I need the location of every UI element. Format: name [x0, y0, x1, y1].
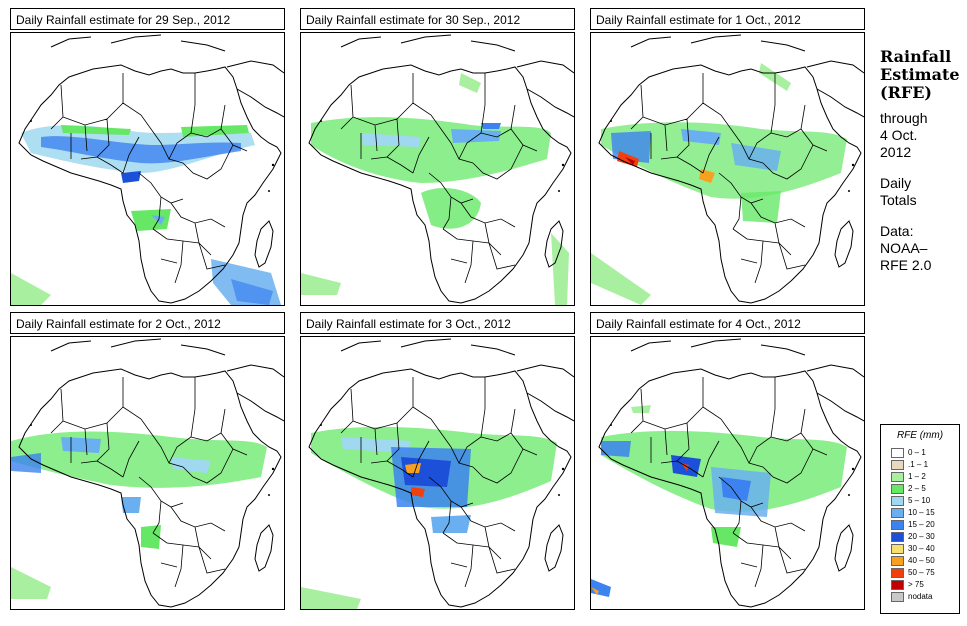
data-label: Data:: [880, 223, 914, 239]
source-line-1: NOAA–: [880, 240, 928, 256]
legend-label: 0 – 1: [908, 448, 926, 457]
rain-field: [591, 63, 847, 305]
legend-swatch: [891, 568, 904, 578]
rainfall-map: [10, 336, 285, 610]
legend-swatch: [891, 496, 904, 506]
through-label: through: [880, 110, 928, 126]
legend-swatch: [891, 484, 904, 494]
legend-swatch: [891, 520, 904, 530]
map-panel-30-sep: Daily Rainfall estimate for 30 Sep., 201…: [300, 8, 577, 306]
title-block: Rainfall Estimate (RFE): [880, 48, 965, 102]
rain-field: [11, 125, 281, 305]
legend-swatch: [891, 532, 904, 542]
rainfall-map: [300, 336, 575, 610]
legend-label: .1 – 1: [908, 460, 929, 469]
legend-swatch: [891, 556, 904, 566]
totals-block: Daily Totals: [880, 175, 965, 209]
title-line-1: Rainfall: [880, 47, 952, 66]
legend-swatch: [891, 472, 904, 482]
map-title: Daily Rainfall estimate for 1 Oct., 2012: [590, 8, 865, 30]
legend-label: nodata: [908, 592, 933, 601]
map-panel-1-oct: Daily Rainfall estimate for 1 Oct., 2012: [590, 8, 867, 306]
rain-field: [11, 431, 267, 599]
rainfall-map: [10, 32, 285, 306]
title-line-2: Estimate: [880, 65, 960, 84]
map-title: Daily Rainfall estimate for 3 Oct., 2012: [300, 312, 575, 334]
rain-field: [301, 426, 557, 609]
map-title: Daily Rainfall estimate for 2 Oct., 2012: [10, 312, 285, 334]
legend-swatch: [891, 544, 904, 554]
map-panel-29-sep: Daily Rainfall estimate for 29 Sep., 201…: [10, 8, 287, 306]
rainfall-map: [300, 32, 575, 306]
source-line-2: RFE 2.0: [880, 257, 932, 273]
legend-label: 20 – 30: [908, 532, 935, 541]
date-line-2: 2012: [880, 144, 912, 160]
legend-label: 2 – 5: [908, 484, 926, 493]
rainfall-map: [590, 32, 865, 306]
rain-field: [301, 73, 569, 305]
legend-swatch: [891, 580, 904, 590]
legend-swatch: [891, 592, 904, 602]
legend-label: 30 – 40: [908, 544, 935, 553]
map-title: Daily Rainfall estimate for 4 Oct., 2012: [590, 312, 865, 334]
totals-label: Totals: [880, 192, 917, 208]
map-panel-3-oct: Daily Rainfall estimate for 3 Oct., 2012: [300, 312, 577, 610]
legend-label: > 75: [908, 580, 924, 589]
legend-label: 50 – 75: [908, 568, 935, 577]
legend-label: 5 – 10: [908, 496, 931, 505]
legend-title: RFE (mm): [896, 430, 944, 441]
map-title: Daily Rainfall estimate for 29 Sep., 201…: [10, 8, 285, 30]
date-line-1: 4 Oct.: [880, 127, 918, 143]
map-panel-2-oct: Daily Rainfall estimate for 2 Oct., 2012: [10, 312, 287, 610]
sidebar: Rainfall Estimate (RFE) through 4 Oct. 2…: [880, 48, 965, 274]
legend-label: 1 – 2: [908, 472, 926, 481]
daily-label: Daily: [880, 175, 912, 191]
map-title: Daily Rainfall estimate for 30 Sep., 201…: [300, 8, 575, 30]
legend-swatch: [891, 448, 904, 458]
rainfall-map: [590, 336, 865, 610]
map-panel-4-oct: Daily Rainfall estimate for 4 Oct., 2012: [590, 312, 867, 610]
date-block: through 4 Oct. 2012: [880, 110, 965, 161]
title-line-3: (RFE): [880, 83, 932, 102]
rfe-legend: RFE (mm) 0 – 1 .1 – 1 1 – 2 2 – 5 5 – 10…: [880, 424, 960, 614]
legend-label: 40 – 50: [908, 556, 935, 565]
legend-label: 10 – 15: [908, 508, 935, 517]
legend-swatch: [891, 460, 904, 470]
legend-swatch: [891, 508, 904, 518]
source-block: Data: NOAA– RFE 2.0: [880, 223, 965, 274]
rain-field: [591, 405, 847, 597]
legend-label: 15 – 20: [908, 520, 935, 529]
